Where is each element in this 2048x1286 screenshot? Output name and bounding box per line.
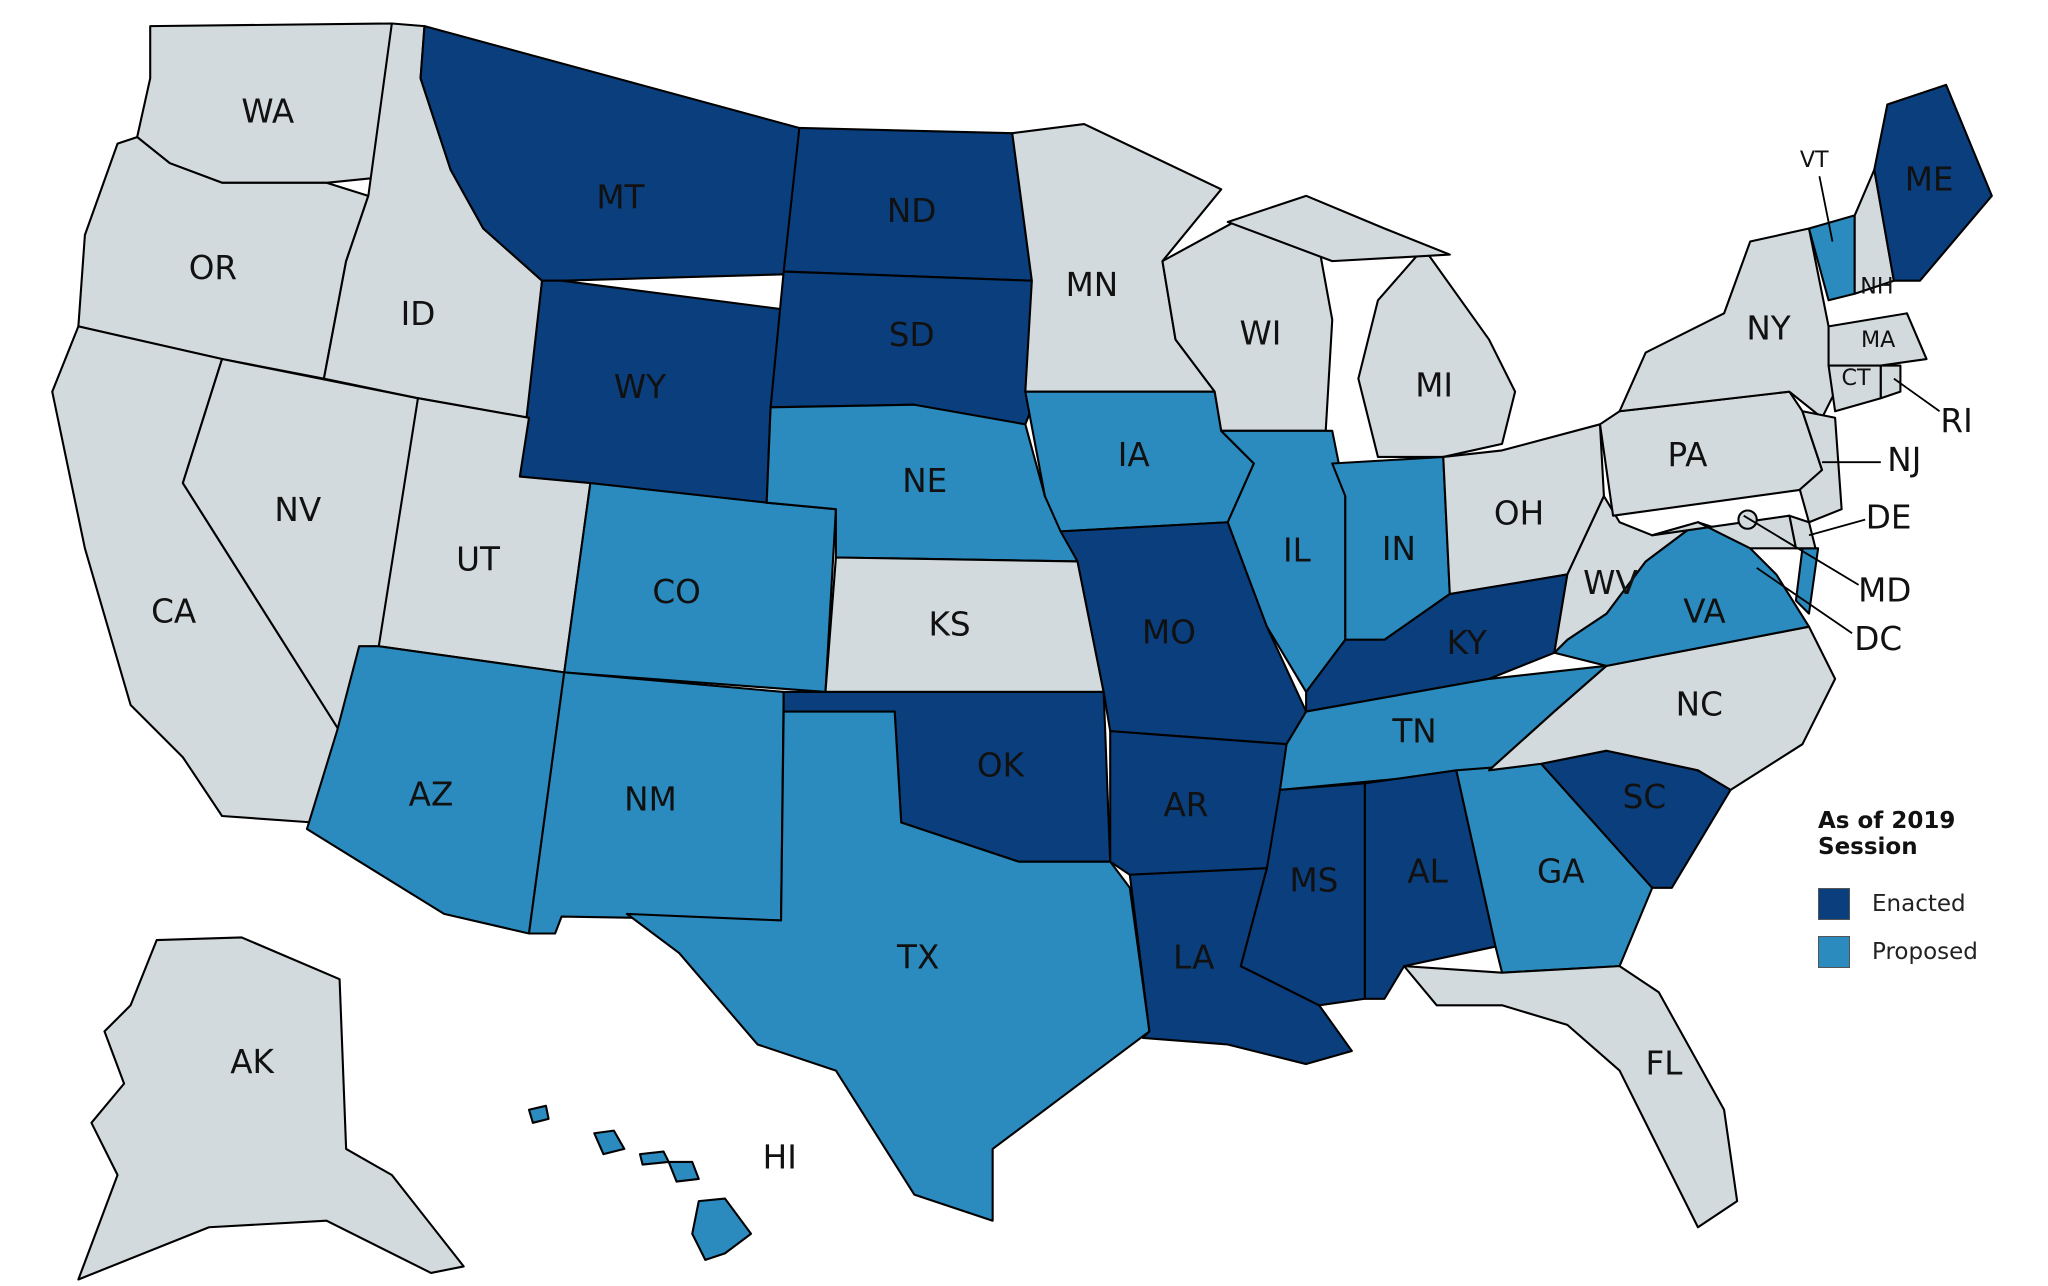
state-label: NJ: [1887, 441, 1921, 479]
state-label: ND: [887, 192, 937, 230]
state-label: OH: [1494, 495, 1544, 533]
state-label: WI: [1239, 315, 1281, 353]
state-label: ME: [1905, 160, 1954, 198]
state-label: IL: [1283, 531, 1311, 569]
state-hi: [527, 1104, 550, 1124]
state-ma: [1827, 312, 1928, 367]
state-label: ID: [401, 295, 436, 333]
state-label: CA: [151, 593, 197, 631]
state-label: AZ: [409, 775, 454, 813]
state-label: MN: [1066, 266, 1119, 304]
state-dc: [1737, 509, 1758, 530]
state-label: PA: [1668, 436, 1709, 474]
proposed-swatch: [1818, 936, 1850, 968]
state-label: WY: [614, 368, 666, 406]
state-md: [1651, 514, 1797, 550]
legend-item-enacted: Enacted: [1818, 888, 2048, 920]
state-label: TN: [1391, 713, 1436, 751]
state-nc: [1487, 625, 1837, 791]
state-label: SC: [1623, 778, 1667, 816]
state-label: MI: [1415, 367, 1453, 405]
legend-label: Proposed: [1872, 939, 1978, 965]
state-label: CO: [652, 573, 700, 611]
state-ky: [1305, 573, 1569, 713]
state-label: WA: [241, 93, 294, 131]
legend-label: Enacted: [1872, 891, 1966, 917]
state-hi: [667, 1160, 700, 1183]
state-label: VA: [1683, 593, 1726, 631]
state-label: DE: [1866, 499, 1912, 537]
state-label: OK: [977, 747, 1026, 785]
state-co: [563, 482, 837, 694]
state-hi: [593, 1129, 626, 1156]
state-label: NY: [1746, 309, 1790, 347]
state-ri: [1879, 364, 1902, 400]
state-label: NE: [902, 462, 947, 500]
state-label: NC: [1676, 685, 1723, 723]
state-label: KY: [1447, 624, 1487, 662]
state-label: NH: [1860, 274, 1893, 300]
state-label: UT: [456, 540, 501, 578]
state-label: GA: [1537, 852, 1585, 890]
leader-line: [1818, 176, 1834, 242]
enacted-swatch: [1818, 888, 1850, 920]
state-hi: [691, 1197, 753, 1261]
state-label: OR: [189, 249, 237, 287]
map-legend: As of 2019 Session Enacted Proposed: [1818, 808, 2048, 984]
state-label: NV: [274, 491, 321, 529]
state-mi: [1226, 194, 1451, 263]
legend-title: As of 2019 Session: [1818, 808, 1956, 860]
state-label: MT: [596, 179, 645, 217]
state-label: VT: [1800, 147, 1829, 173]
state-hi: [638, 1150, 670, 1166]
state-tx: [625, 710, 1151, 1222]
state-label: AK: [230, 1043, 275, 1081]
state-label: MS: [1290, 862, 1339, 900]
leader-line: [1743, 514, 1860, 586]
state-label: AL: [1407, 852, 1448, 890]
state-label: LA: [1173, 939, 1215, 977]
leader-line: [1808, 518, 1866, 537]
state-label: MD: [1858, 572, 1911, 610]
state-label: IA: [1118, 436, 1151, 474]
state-label: IN: [1382, 530, 1416, 568]
state-label: RI: [1940, 402, 1972, 440]
state-ak: [77, 936, 465, 1281]
state-label: NM: [624, 781, 677, 819]
legend-item-proposed: Proposed: [1818, 936, 2048, 968]
state-mi: [1357, 247, 1517, 458]
leader-line: [1756, 567, 1853, 634]
state-label: WV: [1583, 564, 1638, 602]
state-label: AR: [1163, 786, 1208, 824]
state-label: HI: [763, 1138, 797, 1176]
state-label: KS: [928, 606, 970, 644]
leader-line: [1893, 377, 1941, 413]
state-label: SD: [889, 316, 935, 354]
state-label: DC: [1854, 620, 1902, 658]
state-label: FL: [1646, 1044, 1683, 1082]
state-ny: [1618, 227, 1837, 419]
state-fl: [1403, 965, 1739, 1229]
state-label: MO: [1142, 614, 1196, 652]
state-label: TX: [896, 939, 939, 977]
state-me: [1873, 83, 1993, 282]
state-label: MA: [1861, 327, 1895, 353]
state-label: CT: [1841, 365, 1870, 391]
